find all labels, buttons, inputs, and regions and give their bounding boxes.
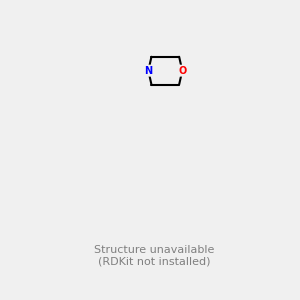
Text: Structure unavailable
(RDKit not installed): Structure unavailable (RDKit not install… (94, 245, 214, 266)
Text: O: O (178, 66, 186, 76)
Text: N: N (144, 66, 152, 76)
